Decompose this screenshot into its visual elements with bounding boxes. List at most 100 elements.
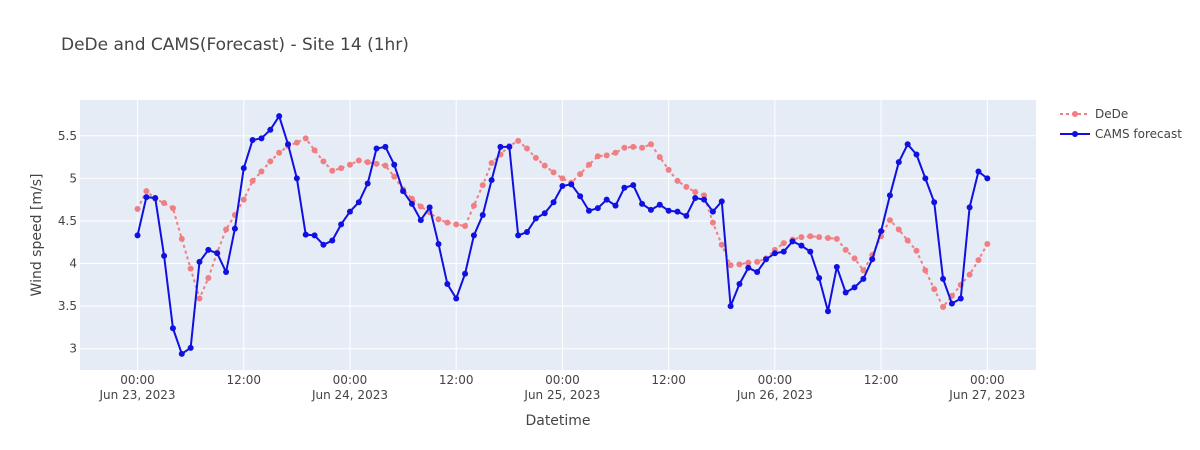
data-point <box>559 183 566 190</box>
data-point <box>417 203 424 210</box>
data-point <box>594 205 601 212</box>
data-point <box>355 199 362 206</box>
data-point <box>178 350 185 357</box>
x-tick-label: 00:00 <box>545 373 580 387</box>
data-point <box>302 231 309 238</box>
data-point <box>364 159 371 166</box>
data-point <box>223 226 230 233</box>
data-point <box>249 177 256 184</box>
x-tick-date-label: Jun 27, 2023 <box>948 388 1025 402</box>
data-point <box>736 261 743 268</box>
x-tick-label: 00:00 <box>333 373 368 387</box>
data-point <box>240 196 247 203</box>
data-point <box>364 180 371 187</box>
data-point <box>515 232 522 239</box>
data-point <box>833 235 840 242</box>
data-point <box>205 275 212 282</box>
data-point <box>727 303 734 310</box>
plot-area <box>80 100 1036 370</box>
data-point <box>338 221 345 228</box>
data-point <box>488 177 495 184</box>
series-cams-forecast <box>134 113 991 357</box>
data-point <box>320 241 327 248</box>
data-point <box>285 141 292 148</box>
x-tick-date-label: Jun 26, 2023 <box>736 388 813 402</box>
data-point <box>293 175 300 182</box>
y-tick-label: 5.5 <box>58 129 77 143</box>
data-point <box>948 300 955 307</box>
data-point <box>311 232 318 239</box>
data-point <box>639 200 646 207</box>
data-point <box>524 145 531 152</box>
data-point <box>940 275 947 282</box>
data-point <box>869 256 876 263</box>
data-point <box>771 250 778 257</box>
data-point <box>594 153 601 160</box>
data-point <box>922 175 929 182</box>
data-point <box>621 184 628 191</box>
x-tick-label: 00:00 <box>758 373 793 387</box>
data-point <box>249 137 256 144</box>
y-tick-label: 3 <box>69 342 77 356</box>
x-tick-label: 12:00 <box>226 373 261 387</box>
data-point <box>479 182 486 189</box>
data-point <box>559 175 566 182</box>
data-point <box>824 308 831 315</box>
data-point <box>975 257 982 264</box>
data-point <box>134 232 141 239</box>
data-point <box>577 193 584 200</box>
legend-item[interactable]: CAMS forecast <box>1060 127 1182 141</box>
data-point <box>860 275 867 282</box>
data-point <box>426 204 433 211</box>
x-tick-date-label: Jun 25, 2023 <box>523 388 600 402</box>
data-point <box>665 207 672 214</box>
data-point <box>293 139 300 146</box>
chart-title: DeDe and CAMS(Forecast) - Site 14 (1hr) <box>61 35 409 55</box>
x-axis-title: Datetime <box>525 413 590 429</box>
data-point <box>196 258 203 265</box>
data-point <box>630 182 637 189</box>
data-point <box>373 145 380 152</box>
data-point <box>311 147 318 154</box>
data-point <box>701 196 708 203</box>
data-point <box>780 248 787 255</box>
data-point <box>789 238 796 245</box>
data-point <box>630 143 637 150</box>
data-point <box>674 177 681 184</box>
data-point <box>462 223 469 230</box>
gridlines <box>80 100 1036 370</box>
y-tick-label: 4.5 <box>58 214 77 228</box>
data-point <box>506 143 513 150</box>
data-point <box>745 264 752 271</box>
data-point <box>338 165 345 172</box>
data-point <box>895 159 902 166</box>
data-point <box>382 143 389 150</box>
data-point <box>329 237 336 244</box>
data-point <box>709 219 716 226</box>
data-point <box>470 232 477 239</box>
data-point <box>444 280 451 287</box>
data-point <box>187 344 194 351</box>
x-tick-label: 12:00 <box>439 373 474 387</box>
data-point <box>532 215 539 222</box>
data-point <box>683 212 690 219</box>
legend-item[interactable]: DeDe <box>1060 107 1128 121</box>
data-point <box>373 160 380 167</box>
data-point <box>674 208 681 215</box>
data-point <box>435 216 442 223</box>
data-point <box>621 144 628 151</box>
x-tick-label: 00:00 <box>120 373 155 387</box>
data-point <box>913 151 920 158</box>
data-point <box>709 208 716 215</box>
data-point <box>497 143 504 150</box>
data-point <box>488 160 495 167</box>
legend[interactable]: DeDe CAMS forecast <box>1060 107 1182 141</box>
data-point <box>904 141 911 148</box>
data-point <box>984 175 991 182</box>
data-point <box>152 194 159 201</box>
x-tick-label: 12:00 <box>651 373 686 387</box>
data-point <box>214 250 221 257</box>
data-point <box>966 271 973 278</box>
data-point <box>639 144 646 151</box>
